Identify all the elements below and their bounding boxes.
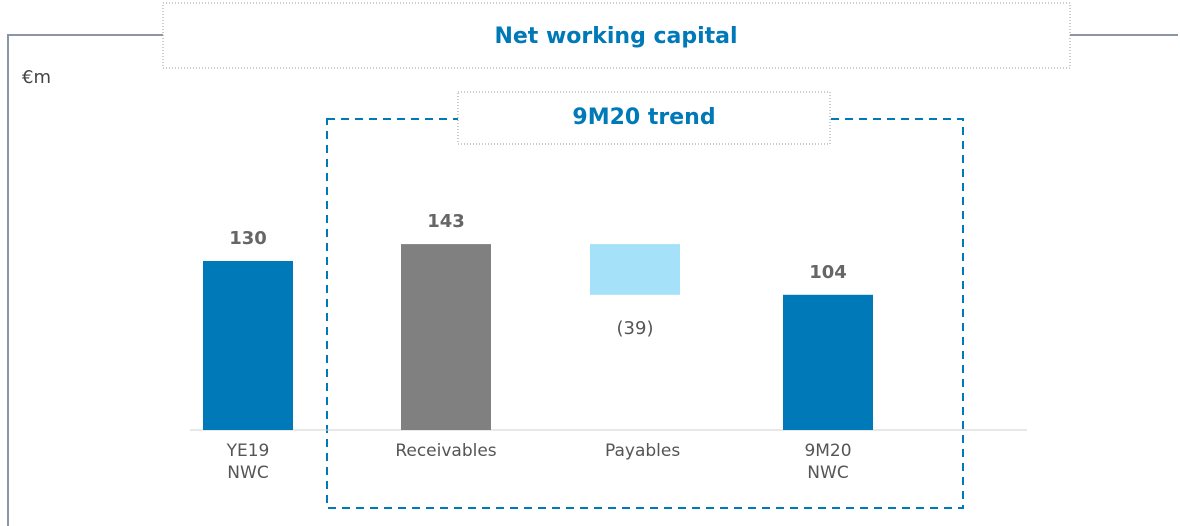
bar bbox=[783, 294, 873, 430]
x-tick-label: Payables bbox=[605, 441, 681, 461]
subtitle-box bbox=[457, 91, 831, 145]
bar bbox=[203, 261, 293, 430]
chart-title: Net working capital bbox=[494, 24, 737, 49]
bar bbox=[401, 244, 491, 430]
chart-subtitle: 9M20 trend bbox=[572, 105, 715, 130]
x-tick-label: 9M20 NWC bbox=[804, 441, 852, 483]
value-label: (39) bbox=[617, 318, 654, 339]
value-label: 104 bbox=[809, 262, 847, 283]
unit-label: €m bbox=[22, 67, 51, 88]
x-tick-label: Receivables bbox=[395, 441, 497, 461]
frame bbox=[7, 34, 163, 526]
value-label: 143 bbox=[427, 211, 465, 232]
bar bbox=[590, 244, 680, 295]
x-tick-label: YE19 NWC bbox=[226, 441, 270, 483]
value-label: 130 bbox=[229, 228, 267, 249]
title-box bbox=[162, 2, 1071, 69]
trend-box bbox=[326, 118, 964, 509]
